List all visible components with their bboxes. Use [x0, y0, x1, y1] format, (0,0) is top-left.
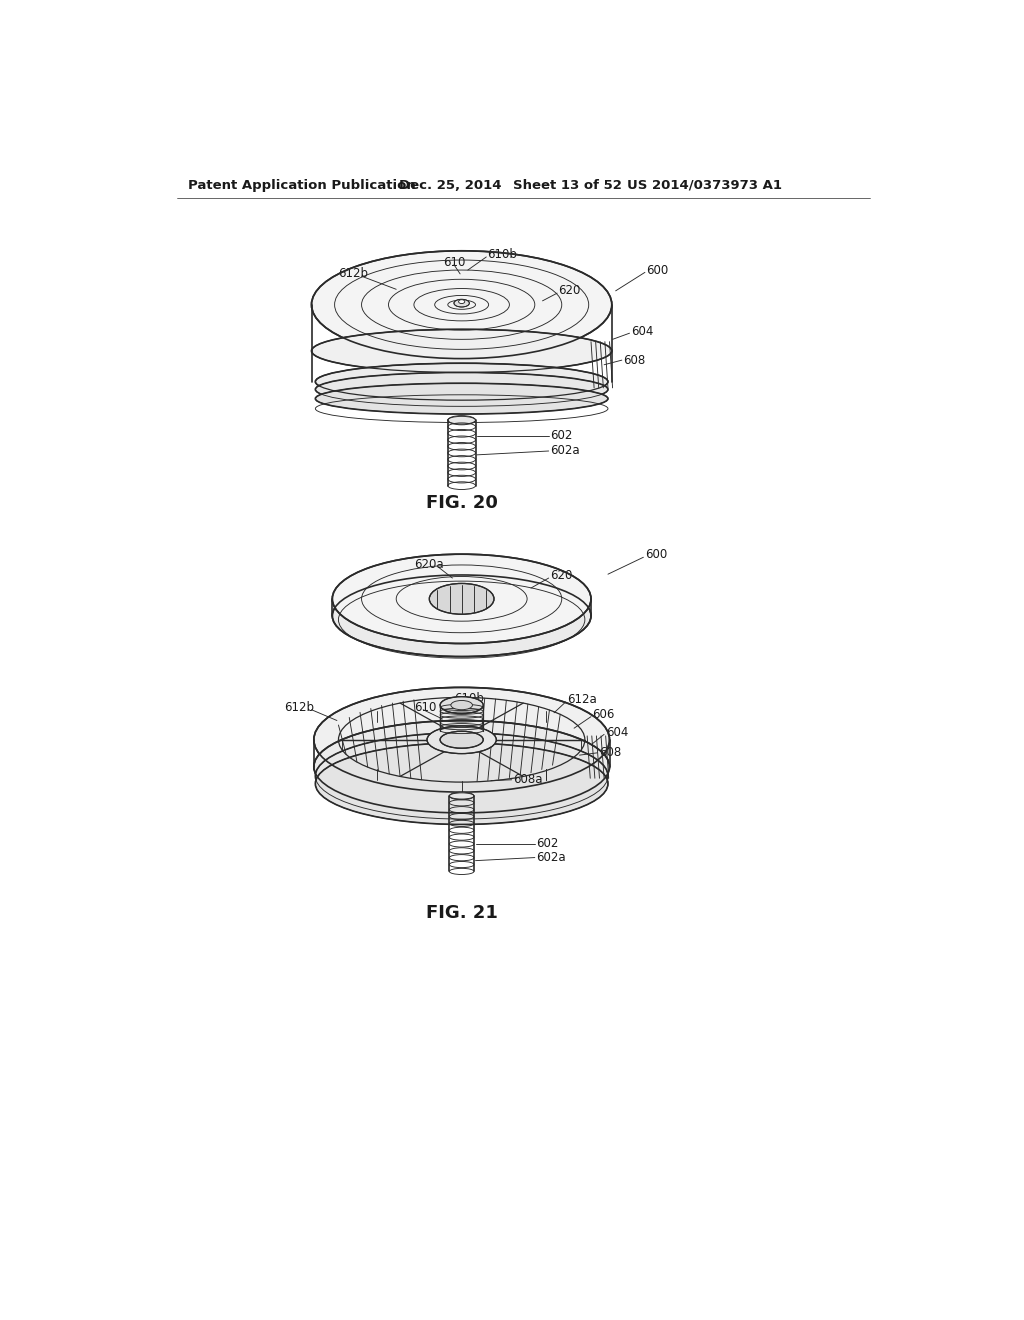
- Ellipse shape: [450, 792, 474, 800]
- Text: 610b: 610b: [487, 248, 517, 261]
- Text: 608: 608: [599, 746, 621, 759]
- Text: 604: 604: [605, 726, 628, 739]
- Text: Patent Application Publication: Patent Application Publication: [188, 178, 416, 191]
- Ellipse shape: [459, 300, 465, 304]
- Text: Dec. 25, 2014: Dec. 25, 2014: [398, 178, 501, 191]
- Text: 612b: 612b: [285, 701, 314, 714]
- Text: 612b: 612b: [339, 268, 369, 280]
- Text: 602a: 602a: [550, 445, 580, 458]
- Text: 612a: 612a: [567, 693, 597, 706]
- Ellipse shape: [454, 300, 469, 308]
- Text: 600: 600: [645, 548, 668, 561]
- Text: 610: 610: [414, 701, 436, 714]
- Ellipse shape: [315, 733, 608, 818]
- Text: FIG. 20: FIG. 20: [426, 495, 498, 512]
- Text: 602a: 602a: [537, 851, 566, 865]
- Ellipse shape: [440, 731, 483, 748]
- Text: 620a: 620a: [414, 558, 443, 572]
- Ellipse shape: [451, 701, 472, 710]
- Ellipse shape: [315, 743, 608, 825]
- Text: 620: 620: [550, 569, 572, 582]
- Ellipse shape: [427, 726, 497, 754]
- Text: 610b: 610b: [454, 693, 483, 705]
- Ellipse shape: [429, 583, 494, 614]
- Text: 600: 600: [646, 264, 669, 277]
- Text: 606: 606: [593, 708, 615, 721]
- Ellipse shape: [315, 363, 608, 400]
- Ellipse shape: [313, 688, 609, 792]
- Text: 602: 602: [550, 429, 572, 442]
- Text: 602: 602: [537, 837, 559, 850]
- Ellipse shape: [447, 416, 475, 425]
- Text: Sheet 13 of 52: Sheet 13 of 52: [513, 178, 623, 191]
- Ellipse shape: [311, 330, 611, 372]
- Ellipse shape: [440, 697, 483, 714]
- Ellipse shape: [333, 554, 591, 644]
- Text: 604: 604: [631, 325, 653, 338]
- Ellipse shape: [315, 372, 608, 407]
- Text: US 2014/0373973 A1: US 2014/0373973 A1: [628, 178, 782, 191]
- Text: 610: 610: [443, 256, 466, 269]
- Ellipse shape: [315, 383, 608, 414]
- Ellipse shape: [311, 251, 611, 359]
- Text: 608: 608: [624, 354, 645, 367]
- Text: FIG. 21: FIG. 21: [426, 904, 498, 921]
- Ellipse shape: [333, 576, 591, 656]
- Text: 608a: 608a: [513, 774, 543, 787]
- Ellipse shape: [313, 721, 609, 813]
- Text: 620: 620: [558, 284, 581, 297]
